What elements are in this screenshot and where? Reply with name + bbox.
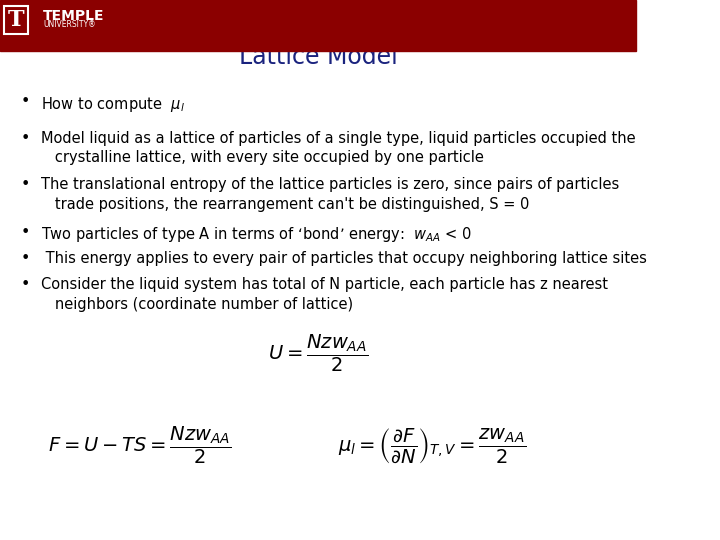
Text: How to compute  $\mu_l$: How to compute $\mu_l$ bbox=[41, 94, 185, 113]
Text: Two particles of type A in terms of ‘bond’ energy:  $w_{AA}$ < 0: Two particles of type A in terms of ‘bon… bbox=[41, 225, 472, 244]
Text: $\mu_l = \left(\dfrac{\partial F}{\partial N}\right)_{T,V} = \dfrac{zw_{AA}}{2}$: $\mu_l = \left(\dfrac{\partial F}{\parti… bbox=[338, 426, 526, 465]
Text: UNIVERSITY®: UNIVERSITY® bbox=[43, 21, 96, 29]
Text: Lattice Model: Lattice Model bbox=[238, 45, 397, 69]
Text: T: T bbox=[8, 9, 24, 31]
Text: •: • bbox=[21, 225, 30, 240]
Text: •: • bbox=[21, 177, 30, 192]
Text: •: • bbox=[21, 251, 30, 266]
Text: Model liquid as a lattice of particles of a single type, liquid particles occupi: Model liquid as a lattice of particles o… bbox=[41, 131, 636, 165]
Text: $F = U - TS = \dfrac{Nzw_{AA}}{2}$: $F = U - TS = \dfrac{Nzw_{AA}}{2}$ bbox=[48, 425, 232, 466]
Text: TEMPLE: TEMPLE bbox=[43, 9, 104, 23]
Bar bbox=[0, 0, 636, 51]
Text: This energy applies to every pair of particles that occupy neighboring lattice s: This energy applies to every pair of par… bbox=[41, 251, 647, 266]
Text: Consider the liquid system has total of N particle, each particle has z nearest
: Consider the liquid system has total of … bbox=[41, 277, 608, 312]
Text: The translational entropy of the lattice particles is zero, since pairs of parti: The translational entropy of the lattice… bbox=[41, 177, 620, 212]
Text: •: • bbox=[21, 131, 30, 146]
Text: •: • bbox=[21, 277, 30, 292]
Text: $U = \dfrac{Nzw_{AA}}{2}$: $U = \dfrac{Nzw_{AA}}{2}$ bbox=[268, 333, 368, 374]
Text: •: • bbox=[21, 94, 30, 110]
